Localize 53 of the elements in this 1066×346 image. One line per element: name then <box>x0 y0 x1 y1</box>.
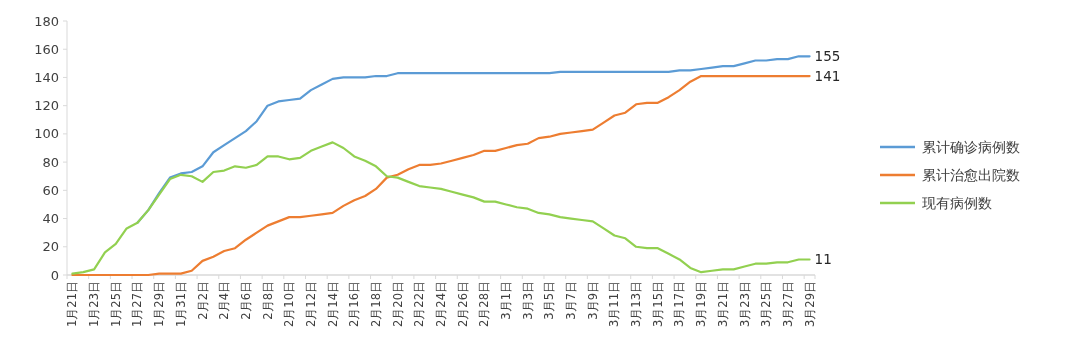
x-tick-label: 1月29日 <box>152 281 167 327</box>
x-tick-label: 2月18日 <box>368 281 383 327</box>
data-label: 155 <box>814 48 841 65</box>
y-tick-label: 140 <box>34 69 59 85</box>
y-tick-label: 20 <box>42 239 59 255</box>
data-label: 141 <box>814 68 841 85</box>
x-tick-label: 3月17日 <box>672 281 687 327</box>
x-tick-label: 3月7日 <box>564 281 579 320</box>
x-tick-label: 3月25日 <box>759 281 774 327</box>
y-tick-label: 0 <box>50 267 59 283</box>
x-tick-label: 1月21日 <box>65 281 80 327</box>
x-tick-label: 2月6日 <box>238 281 253 320</box>
x-tick-label: 2月14日 <box>325 281 340 327</box>
data-label: 11 <box>814 251 832 268</box>
y-tick-label: 100 <box>34 126 59 142</box>
x-tick-label: 2月4日 <box>217 281 232 320</box>
x-tick-label: 3月29日 <box>802 281 817 327</box>
x-tick-label: 2月12日 <box>303 281 318 327</box>
x-tick-label: 2月24日 <box>434 281 448 327</box>
x-tick-label: 3月11日 <box>607 281 622 327</box>
legend-label: 累计确诊病例数 <box>922 139 1020 155</box>
x-tick-label: 3月21日 <box>715 281 730 327</box>
x-tick-label: 3月3日 <box>520 281 535 320</box>
x-tick-label: 3月19日 <box>694 281 709 327</box>
x-tick-label: 2月8日 <box>260 281 275 320</box>
x-tick-label: 2月20日 <box>390 281 405 327</box>
x-tick-label: 1月31日 <box>173 281 188 327</box>
legend-label: 现有病例数 <box>922 195 992 211</box>
x-tick-label: 3月13日 <box>629 281 644 327</box>
x-tick-label: 2月22日 <box>412 281 427 327</box>
x-tick-label: 3月27日 <box>780 281 795 327</box>
x-tick-label: 2月2日 <box>195 281 210 320</box>
y-tick-label: 40 <box>42 211 59 227</box>
x-tick-label: 2月26日 <box>455 281 470 327</box>
x-tick-label: 2月10日 <box>282 281 297 327</box>
y-tick-label: 180 <box>34 13 59 29</box>
legend-label: 累计治愈出院数 <box>922 167 1020 183</box>
line-series <box>71 141 811 275</box>
x-tick-label: 2月16日 <box>347 281 362 327</box>
x-tick-label: 3月5日 <box>542 281 557 320</box>
x-tick-label: 3月1日 <box>499 281 514 320</box>
y-tick-label: 120 <box>34 98 59 114</box>
y-tick-label: 160 <box>34 41 59 57</box>
y-tick-label: 60 <box>42 182 59 198</box>
x-tick-label: 3月15日 <box>650 281 665 327</box>
x-tick-label: 3月9日 <box>585 281 600 320</box>
x-tick-label: 3月23日 <box>737 281 752 327</box>
x-tick-label: 1月27日 <box>130 281 145 327</box>
line-series <box>71 74 811 277</box>
y-tick-label: 80 <box>42 154 59 170</box>
x-tick-label: 1月25日 <box>108 281 123 327</box>
x-tick-label: 1月23日 <box>87 281 102 327</box>
x-tick-label: 2月28日 <box>477 281 492 327</box>
